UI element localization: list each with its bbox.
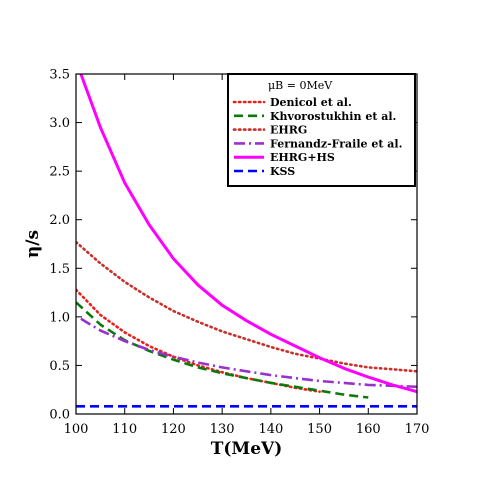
y-tick-label: 1.5 [49,262,70,277]
x-tick-label: 150 [307,422,332,437]
legend-label: KSS [270,165,295,178]
x-tick-label: 160 [356,422,381,437]
x-tick-label: 140 [258,422,283,437]
series-line-ehrg [76,240,417,373]
legend-title: μB = 0MeV [268,79,333,92]
series-line-ehrg-hs [79,74,417,394]
legend: μB = 0MeV Denicol et al.Khvorostukhin et… [227,73,416,187]
x-tick-label: 130 [210,422,235,437]
legend-label: EHRG+HS [270,151,335,164]
y-tick-label: 2.0 [49,213,70,228]
x-axis-title: T(MeV) [211,439,283,459]
y-tick-label: 0.5 [49,359,70,374]
y-tick-label: 0.0 [49,408,70,423]
x-tick-label: 120 [161,422,186,437]
y-tick-label: 1.0 [49,310,70,325]
series-layer [76,74,417,408]
x-tick-label: 100 [64,422,89,437]
tick-labels-layer: 100 110 120 130 140 150 160 170 0.0 0.5 1.0 1.5 2.0 2… [49,68,429,438]
y-tick-label: 3.5 [49,68,70,83]
x-tick-label: 110 [112,422,137,437]
y-tick-label: 3.0 [49,116,70,131]
series-line-khvorostukhin-et-al [76,301,369,399]
y-axis-title: η/s [23,230,43,258]
legend-label: Denicol et al. [270,96,352,109]
legend-label: Fernandz-Fraile et al. [270,137,402,150]
x-tick-label: 170 [405,422,430,437]
legend-label: Khvorostukhin et al. [270,110,396,123]
series-line-fernandz-fraile-et-al [80,317,417,389]
legend-label: EHRG [270,124,307,137]
y-tick-label: 2.5 [49,165,70,180]
series-line-denicol-et-al [76,288,321,393]
